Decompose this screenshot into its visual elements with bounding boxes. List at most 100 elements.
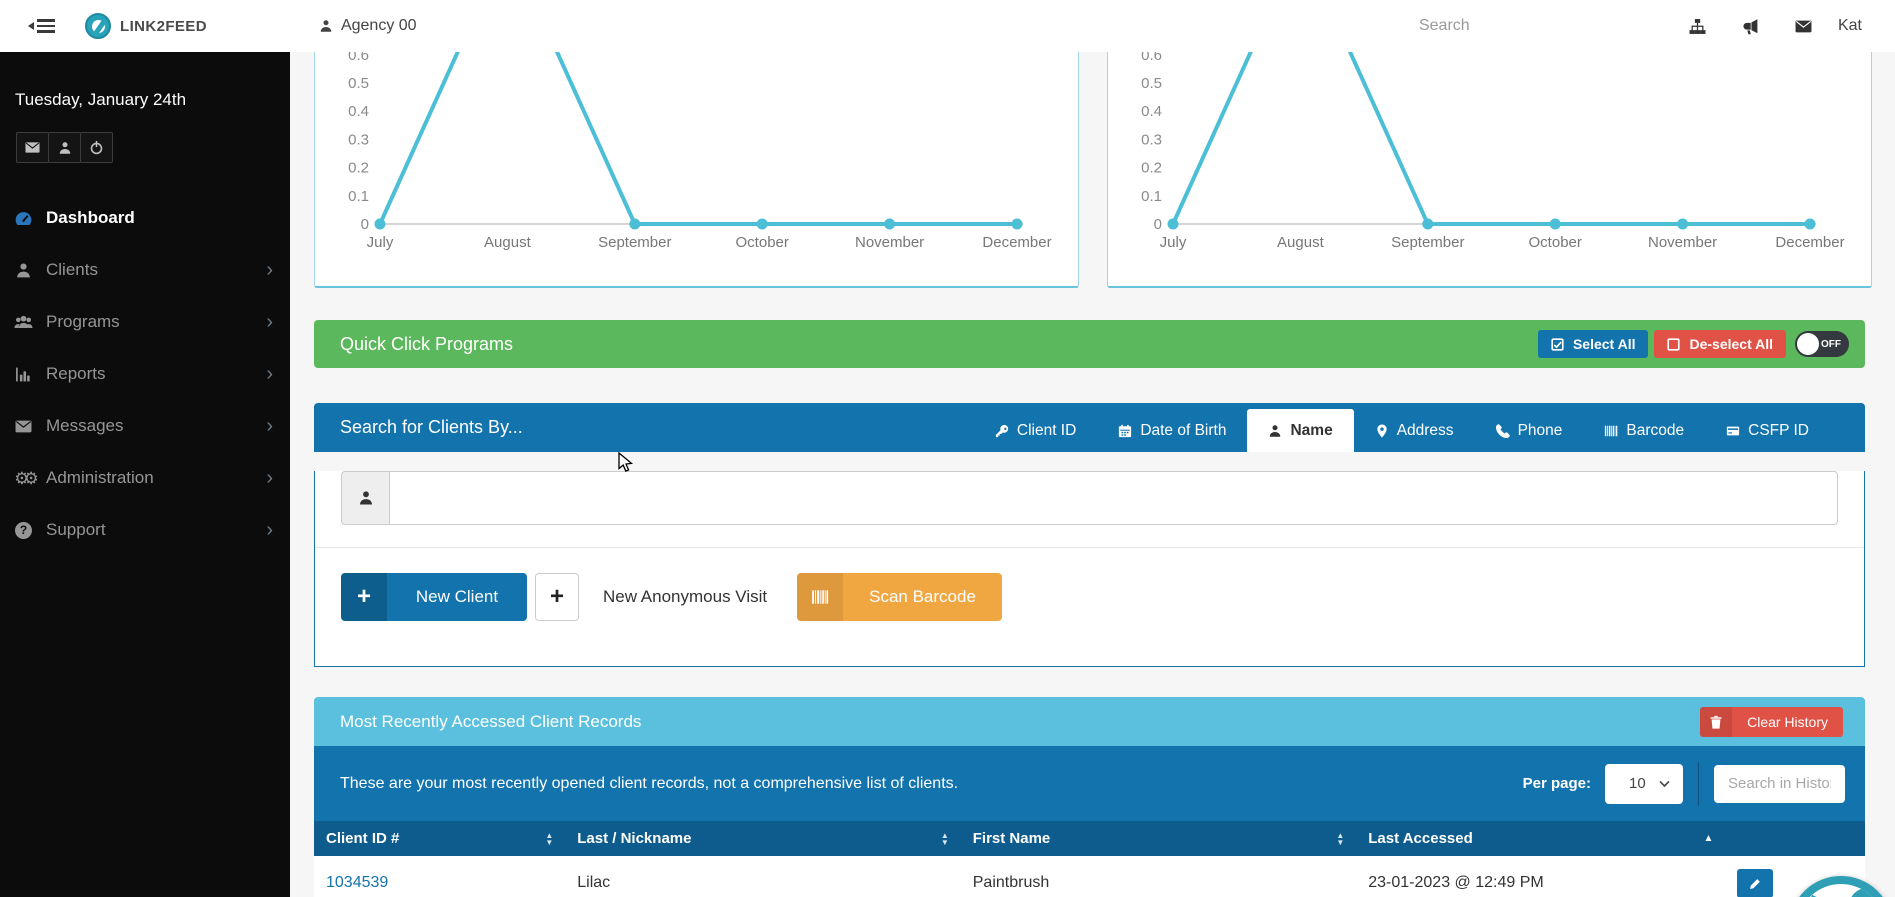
bar-chart-icon [11,366,36,383]
profile-quick-button[interactable] [48,132,81,163]
dashboard-charts-row: 00.10.20.30.40.50.60.70.80.91.0JulyAugus… [314,0,1872,288]
history-search-input[interactable] [1714,764,1845,803]
recent-records-section: Most Recently Accessed Client Records Cl… [314,697,1865,897]
pencil-icon [1749,877,1762,890]
sidebar-item-dashboard[interactable]: Dashboard [0,192,290,244]
client-action-buttons: + New Client + New Anonymous Visit Scan … [315,548,1864,621]
svg-text:November: November [1648,234,1717,251]
user-icon [1268,424,1282,438]
key-icon [995,424,1009,438]
svg-text:0.1: 0.1 [1141,188,1162,205]
chevron-right-icon: › [266,363,273,385]
quick-click-title: Quick Click Programs [340,333,514,354]
svg-text:0.2: 0.2 [1141,160,1162,177]
navbar-icon-group [1689,18,1812,35]
edit-client-button[interactable] [1737,868,1774,897]
global-search-input[interactable] [1418,17,1539,35]
sidebar-item-support[interactable]: ? Support › [0,504,290,556]
sidebar-item-messages[interactable]: Messages › [0,400,290,452]
scan-barcode-button[interactable]: Scan Barcode [797,573,1002,621]
user-menu[interactable]: Kat [1837,17,1862,34]
sidebar-item-administration[interactable]: ⚙⚙ Administration › [0,452,290,504]
chevron-right-icon: › [266,415,273,437]
quick-click-toggle[interactable]: OFF [1795,331,1849,357]
svg-text:July: July [367,234,394,251]
logout-quick-button[interactable] [80,132,113,163]
tab-address[interactable]: Address [1354,409,1475,452]
tab-client-id[interactable]: Client ID [974,409,1097,452]
quick-click-programs-bar: Quick Click Programs Select All De-selec… [314,320,1865,368]
sidebar-quick-actions [16,132,290,163]
megaphone-icon[interactable] [1742,18,1759,35]
svg-text:August: August [484,234,532,251]
trash-icon [1700,706,1733,737]
new-client-button[interactable]: + New Client [341,573,527,621]
tab-name[interactable]: Name [1247,409,1354,452]
sidebar-item-programs[interactable]: Programs › [0,296,290,348]
search-panel: + New Client + New Anonymous Visit Scan … [314,471,1865,667]
user-icon [11,262,36,279]
tab-barcode[interactable]: Barcode [1583,409,1705,452]
column-first-name[interactable]: First Name ▲ ▼ [960,821,1357,856]
svg-text:November: November [855,234,924,251]
sort-both-icon: ▲ ▼ [940,830,949,847]
sidebar-item-reports[interactable]: Reports › [0,348,290,400]
clear-history-button[interactable]: Clear History [1700,706,1843,737]
user-icon [58,141,72,155]
main-content: 00.10.20.30.40.50.60.70.80.91.0JulyAugus… [290,0,1895,897]
svg-text:0.3: 0.3 [1141,131,1162,148]
chevron-right-icon: › [266,311,273,333]
svg-text:0.3: 0.3 [348,131,369,148]
svg-text:0.4: 0.4 [348,103,369,120]
collapse-arrow-icon [24,22,34,30]
infobar-divider [1698,761,1699,806]
per-page-select[interactable]: 10 [1605,763,1683,804]
client-id-link[interactable]: 1034539 [326,874,389,892]
hamburger-icon [37,19,55,33]
envelope-icon [25,140,40,155]
svg-text:0: 0 [1154,216,1162,233]
svg-text:October: October [736,234,789,251]
svg-text:September: September [1391,234,1464,251]
column-client-id[interactable]: Client ID # ▲ ▼ [314,821,566,856]
tab-phone[interactable]: Phone [1475,409,1584,452]
agency-selector[interactable]: Agency 00 [319,17,417,35]
deselect-all-button[interactable]: De-select All [1654,330,1786,358]
svg-text:0.1: 0.1 [348,188,369,205]
column-actions [1725,821,1865,856]
power-icon [89,140,104,155]
brand-logo[interactable]: LINK2FEED [85,13,207,39]
gears-icon: ⚙⚙ [14,468,38,488]
cell-last-nickname: Lilac [565,856,961,897]
svg-text:September: September [598,234,671,251]
id-card-icon [1726,424,1740,438]
sitemap-icon[interactable] [1689,18,1706,35]
chevron-right-icon: › [266,467,273,489]
recent-records-header: Most Recently Accessed Client Records Cl… [314,697,1865,746]
name-search-input[interactable] [389,471,1838,525]
toggle-state-label: OFF [1821,339,1841,350]
users-icon [11,313,36,332]
dashboard-icon [11,209,36,228]
agency-label: Agency 00 [340,17,417,34]
recent-records-infobar: These are your most recently opened clie… [314,746,1865,821]
column-last-accessed[interactable]: Last Accessed ▲ [1356,821,1726,856]
barcode-icon [797,573,844,621]
sidebar-item-clients[interactable]: Clients › [0,244,290,296]
sort-both-icon: ▲ ▼ [545,830,554,847]
new-anonymous-visit-button[interactable]: + New Anonymous Visit [535,573,767,621]
select-all-button[interactable]: Select All [1537,330,1649,358]
line-chart-left: 00.10.20.30.40.50.60.70.80.91.0JulyAugus… [348,0,1052,251]
top-navbar: LINK2FEED Agency 00 Kat [0,0,1895,52]
link2feed-logo-icon [85,13,111,39]
column-last-nickname[interactable]: Last / Nickname ▲ ▼ [565,821,961,856]
tab-date-of-birth[interactable]: Date of Birth [1097,409,1247,452]
search-clients-title: Search for Clients By... [340,417,523,437]
sidebar-collapse-button[interactable] [24,19,55,33]
svg-text:December: December [1775,234,1844,251]
table-header-row: Client ID # ▲ ▼ Last / Nickname ▲ ▼ First Na… [314,821,1865,856]
tab-csfp-id[interactable]: CSFP ID [1705,409,1830,452]
messages-quick-button[interactable] [16,132,49,163]
envelope-icon[interactable] [1795,18,1812,35]
svg-text:October: October [1529,234,1582,251]
